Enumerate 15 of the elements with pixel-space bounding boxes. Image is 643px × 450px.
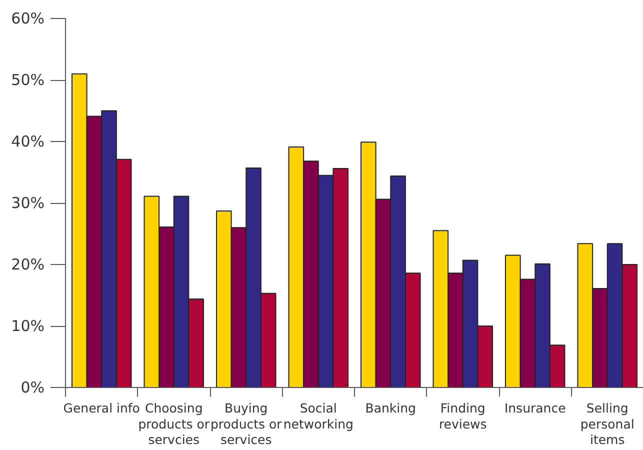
y-tick-label: 10%: [11, 317, 45, 335]
y-tick-label: 30%: [11, 194, 45, 212]
y-tick-label: 20%: [11, 256, 45, 274]
x-tick-label: Finding reviews: [438, 400, 487, 432]
x-tick-label: Banking: [365, 400, 416, 416]
y-tick-label: 0%: [20, 378, 44, 396]
y-tick-label: 50%: [11, 71, 45, 89]
x-tick-label: Selling personal items: [580, 400, 634, 447]
x-tick-label: General info: [63, 400, 140, 416]
y-tick-label: 60%: [11, 10, 45, 28]
x-tick-label: Choosing products or servcies: [138, 400, 210, 447]
x-tick-label: Buying products or services: [210, 400, 283, 447]
x-tick-label: Insurance: [504, 400, 566, 416]
x-tick-label: Social networking: [283, 400, 354, 432]
y-tick-label: 40%: [11, 132, 45, 150]
